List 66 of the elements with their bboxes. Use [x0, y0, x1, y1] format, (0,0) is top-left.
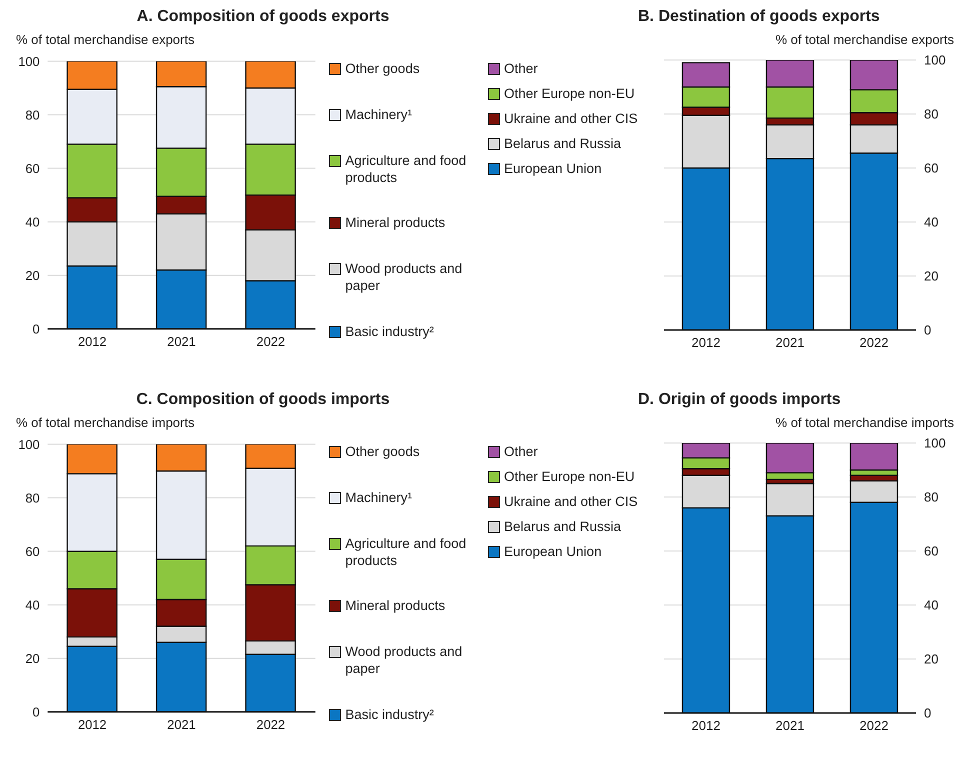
x-tick-label: 2022	[860, 718, 888, 734]
y-tick-label: 0	[924, 322, 932, 338]
y-tick-label: 60	[924, 544, 938, 559]
y-tick-label: 100	[924, 436, 946, 451]
legend-label: Other Europe non-EU	[504, 468, 636, 485]
x-tick-label: 2022	[256, 334, 286, 349]
y-tick-label: 80	[924, 106, 938, 122]
y-tick-label: 40	[924, 214, 938, 230]
legend-label: Other Europe non-EU	[504, 85, 636, 102]
chart-title: B. Destination of goods exports	[638, 8, 880, 25]
x-tick-label: 2012	[692, 335, 720, 350]
legend-label: European Union	[504, 543, 603, 560]
y-tick-label: 100	[18, 436, 40, 452]
y-tick-label: 0	[32, 704, 40, 720]
y-tick-label: 100	[924, 52, 946, 68]
chart-title: D. Origin of goods imports	[638, 391, 841, 408]
y-tick-label: 80	[25, 107, 40, 122]
x-tick-label: 2012	[692, 718, 720, 734]
legend-label: Mineral products	[345, 214, 446, 232]
y-tick-label: 60	[25, 544, 40, 559]
legend-label: Belarus and Russia	[504, 135, 622, 152]
y-tick-label: 60	[924, 160, 938, 176]
x-tick-label: 2012	[78, 716, 107, 732]
x-tick-label: 2021	[167, 334, 196, 349]
y-tick-label: 20	[924, 652, 938, 667]
y-axis-title: % of total merchandise imports	[774, 415, 955, 432]
legend-label: European Union	[504, 160, 603, 177]
x-tick-label: 2022	[256, 716, 286, 732]
y-tick-label: 80	[924, 490, 938, 505]
x-tick-label: 2022	[860, 335, 888, 350]
y-tick-label: 100	[18, 54, 40, 69]
y-tick-label: 0	[32, 321, 40, 336]
y-axis-title: % of total merchandise exports	[15, 32, 196, 49]
legend-label: Wood products and paper	[345, 260, 464, 294]
legend-label: Ukraine and other CIS	[504, 110, 639, 127]
legend-label: Basic industry²	[345, 706, 435, 723]
y-tick-label: 20	[25, 650, 40, 666]
y-tick-label: 0	[924, 706, 932, 721]
legend-label: Other goods	[345, 443, 421, 460]
x-tick-label: 2021	[776, 718, 804, 734]
legend-label: Agriculture and food products	[345, 534, 468, 569]
x-tick-label: 2012	[78, 334, 107, 349]
legend-label: Wood products and paper	[345, 643, 464, 678]
y-axis-title: % of total merchandise imports	[15, 415, 196, 432]
legend-label: Basic industry²	[345, 322, 435, 340]
legend-label: Mineral products	[345, 597, 446, 614]
legend-label: Other	[504, 443, 539, 460]
legend-label: Machinery¹	[345, 106, 414, 123]
chart-title: C. Composition of goods imports	[136, 391, 390, 408]
chart-title: A. Composition of goods exports	[136, 8, 390, 25]
legend-label: Machinery¹	[345, 488, 414, 506]
y-tick-label: 20	[924, 268, 938, 284]
y-axis-title: % of total merchandise exports	[774, 32, 955, 49]
legend-label: Agriculture and food products	[345, 152, 468, 186]
x-tick-label: 2021	[167, 716, 196, 732]
y-tick-label: 40	[924, 598, 938, 613]
y-tick-label: 40	[25, 597, 40, 612]
legend-label: Ukraine and other CIS	[504, 493, 639, 510]
y-tick-label: 20	[25, 268, 40, 283]
y-tick-label: 40	[25, 214, 40, 230]
y-tick-label: 80	[25, 490, 40, 506]
legend-label: Other	[504, 60, 539, 77]
legend-label: Belarus and Russia	[504, 518, 622, 535]
x-tick-label: 2021	[776, 335, 804, 350]
legend-label: Other goods	[345, 60, 421, 77]
y-tick-label: 60	[25, 160, 40, 176]
